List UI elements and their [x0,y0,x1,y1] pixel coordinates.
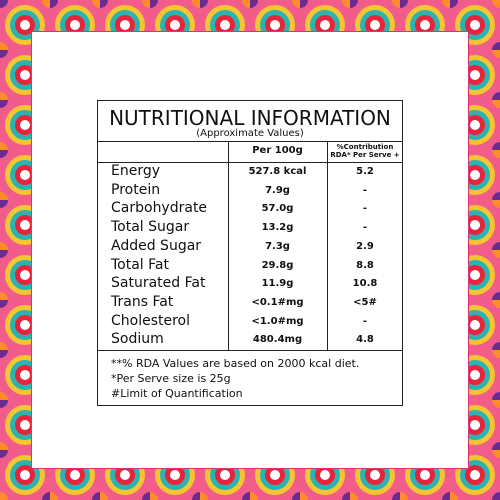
column-header: RDA* Per Serve + [330,151,400,159]
footnote: *Per Serve size is 25g [111,372,231,385]
nutrient-name: Added Sugar [111,237,202,254]
rda-percent: - [362,222,368,234]
rda-percent: - [362,315,368,327]
footnote: **% RDA Values are based on 2000 kcal di… [111,357,360,370]
rda-percent: - [362,184,368,196]
nutrient-name: Cholesterol [111,312,191,329]
per-100g: <0.1#mg [251,296,304,308]
column-divider [327,141,328,350]
per-100g: 527.8 kcal [248,166,307,177]
footnote: #Limit of Quantification [111,387,243,400]
rule [97,162,403,163]
per-100g: 7.9g [265,184,290,196]
column-header: Per 100g [252,145,303,156]
rda-percent: 8.8 [356,259,374,271]
nutrient-name: Total Sugar [111,219,190,236]
per-100g: 13.2g [261,222,294,234]
per-100g: 29.8g [261,259,294,271]
nutrient-name: Trans Fat [111,293,174,310]
rda-percent: 4.8 [356,334,374,346]
nutrient-name: Carbohydrate [111,200,208,217]
nutrient-name: Protein [111,181,161,198]
rda-percent: <5# [353,296,377,308]
rda-percent: 2.9 [356,240,374,252]
nutrient-name: Total Fat [111,256,169,273]
nutrient-name: Energy [111,163,161,179]
per-100g: 480.4mg [252,334,303,346]
nutrient-name: Saturated Fat [111,275,206,292]
nutrient-name: Sodium [111,331,164,348]
subtitle: (Approximate Values) [196,128,304,139]
content-panel [31,31,469,469]
per-100g: 7.3g [265,240,290,252]
title: NUTRITIONAL INFORMATION [109,106,391,130]
column-header: %Contribution [336,143,394,151]
per-100g: <1.0#mg [251,315,304,327]
per-100g: 11.9g [261,278,294,290]
rule [97,350,403,351]
per-100g: 57.0g [261,203,294,215]
rda-percent: 10.8 [352,278,378,290]
rda-percent: 5.2 [356,166,374,177]
rda-percent: - [362,203,368,215]
nutrition-table [97,100,403,406]
rule [97,141,403,142]
column-divider [228,141,229,350]
